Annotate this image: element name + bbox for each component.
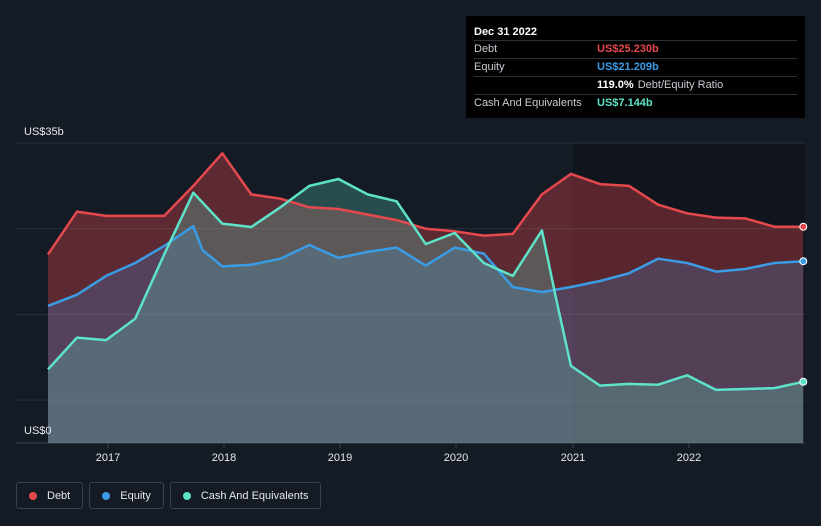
x-tick-label: 2022 <box>677 452 701 464</box>
tooltip-label: Debt <box>474 43 498 55</box>
equity-area <box>48 226 804 443</box>
cash-and-equivalents-end-point <box>799 377 808 386</box>
equity-end-point <box>799 257 808 266</box>
legend-label: Debt <box>47 489 71 502</box>
tooltip-row-equity: Equity US$21.209b <box>474 58 797 76</box>
tooltip-row-debt: Debt US$25.230b <box>474 40 797 58</box>
tooltip-date: Dec 31 2022 <box>474 26 537 38</box>
legend-label: Equity <box>120 489 151 502</box>
tooltip-label: Equity <box>474 61 505 73</box>
equity-line <box>47 224 804 308</box>
cash-and-equivalents-line <box>47 177 804 392</box>
tooltip-row-ratio: 119.0% Debt/Equity Ratio <box>474 76 797 94</box>
x-tick-label: 2019 <box>328 452 352 464</box>
tooltip-panel: Dec 31 2022 Debt US$25.230b Equity US$21… <box>466 16 805 118</box>
legend-item-cash[interactable]: Cash And Equivalents <box>169 482 322 509</box>
y-tick-label: US$35b <box>24 126 64 138</box>
legend-dot-icon <box>102 491 111 500</box>
y-tick-label: US$0 <box>24 425 52 437</box>
x-tick-label: 2018 <box>212 452 236 464</box>
debt-line <box>46 152 804 256</box>
legend-item-equity[interactable]: Equity <box>89 482 164 509</box>
legend-dot-icon <box>182 491 191 500</box>
tooltip-value: US$7.144b <box>597 97 653 109</box>
tooltip-value: US$25.230b <box>597 43 659 55</box>
future-band <box>573 143 805 443</box>
x-tick-label: 2020 <box>444 452 468 464</box>
tooltip-row-cash: Cash And Equivalents US$7.144b <box>474 94 797 112</box>
tooltip-label: Cash And Equivalents <box>474 97 582 109</box>
legend-dot-icon <box>29 491 37 500</box>
chart-legend: Debt Equity Cash And Equivalents <box>16 482 322 509</box>
x-tick-label: 2021 <box>561 452 585 464</box>
tooltip-suffix: Debt/Equity Ratio <box>637 79 724 91</box>
tooltip-value: 119.0% <box>597 79 634 91</box>
x-tick-label: 2017 <box>96 452 120 464</box>
debt-end-point <box>799 222 808 231</box>
legend-label: Cash And Equivalents <box>200 489 309 502</box>
tooltip-value: US$21.209b <box>597 61 659 73</box>
legend-item-debt[interactable]: Debt <box>16 482 84 509</box>
cash-and-equivalents-area <box>48 179 804 443</box>
tooltip-label <box>474 77 597 94</box>
